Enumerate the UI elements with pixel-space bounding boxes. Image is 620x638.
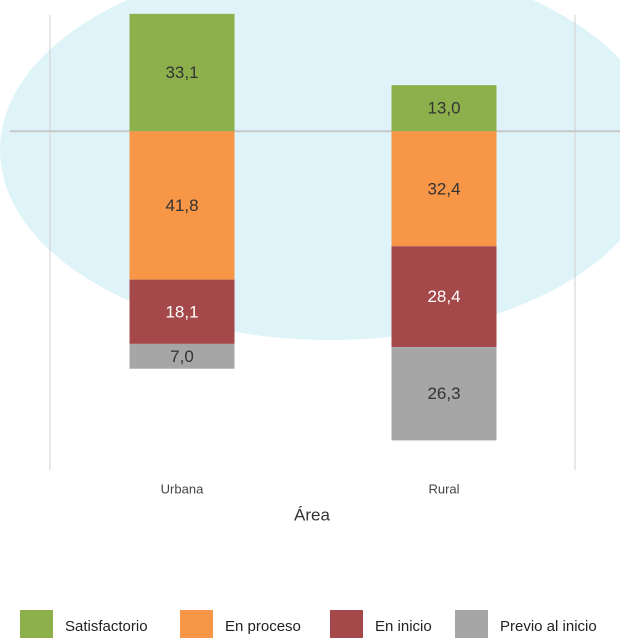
bar-segment [129, 13, 235, 132]
value-label: 13,0 [427, 99, 460, 118]
bar-segment [391, 246, 497, 348]
bar-segment [129, 343, 235, 369]
legend-label: En inicio [375, 618, 432, 635]
legend-swatch [330, 610, 363, 638]
value-label: 41,8 [165, 196, 198, 215]
value-label: 26,3 [427, 384, 460, 403]
bar-segment [129, 279, 235, 344]
background-watermark [0, 0, 620, 340]
bar-segment [391, 85, 497, 132]
legend-swatch [455, 610, 488, 638]
x-axis-label: Área [294, 505, 330, 524]
x-tick-label: Urbana [161, 481, 204, 496]
legend-label: En proceso [225, 618, 301, 635]
value-label: 7,0 [170, 347, 194, 366]
bar-segment [391, 347, 497, 441]
value-label: 28,4 [427, 287, 460, 306]
legend-swatch [20, 610, 53, 638]
legend-swatch [180, 610, 213, 638]
value-label: 32,4 [427, 179, 460, 198]
x-tick-label: Rural [428, 481, 459, 496]
bar-segment [129, 131, 235, 280]
value-label: 18,1 [165, 302, 198, 321]
value-label: 33,1 [165, 63, 198, 82]
bar-segment [391, 131, 497, 247]
legend-label: Previo al inicio [500, 618, 597, 635]
legend-label: Satisfactorio [65, 618, 148, 635]
